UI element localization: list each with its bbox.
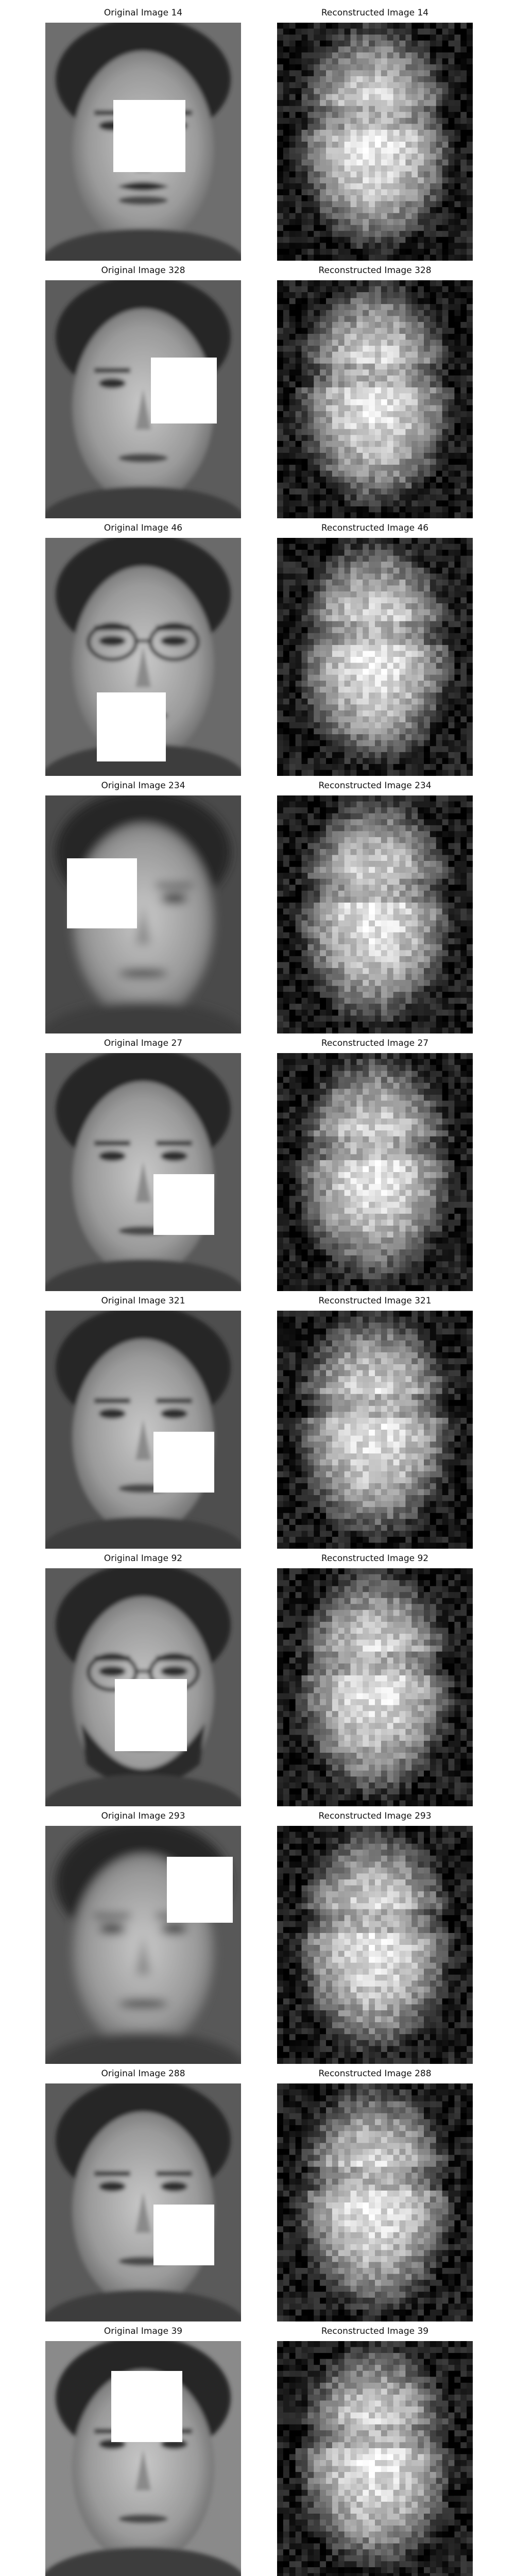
original-image-title: Original Image 92	[104, 1553, 183, 1564]
pixel-noise-grid	[277, 280, 473, 518]
original-face-image	[45, 795, 241, 1033]
reconstructed-face-image	[277, 23, 473, 261]
original-image-title: Original Image 293	[101, 1811, 185, 1821]
original-image-title: Original Image 328	[101, 265, 185, 276]
reconstructed-image-title: Reconstructed Image 46	[321, 523, 429, 533]
original-face-image	[45, 2083, 241, 2321]
original-image-title: Original Image 27	[104, 1038, 183, 1048]
reconstructed-face-image	[277, 280, 473, 518]
pixel-noise-grid	[277, 538, 473, 776]
occlusion-patch	[67, 858, 137, 928]
reconstructed-face-image	[277, 1053, 473, 1291]
original-image-panel: Original Image 92	[45, 1551, 241, 1806]
reconstructed-image-title: Reconstructed Image 234	[318, 781, 432, 791]
original-image-title: Original Image 234	[101, 781, 185, 791]
reconstructed-image-title: Reconstructed Image 14	[321, 8, 429, 18]
occlusion-patch	[111, 2371, 182, 2442]
original-face-image	[45, 2341, 241, 2576]
original-face-image	[45, 1568, 241, 1806]
original-face-image	[45, 280, 241, 518]
pixel-noise-grid	[277, 2083, 473, 2321]
original-image-title: Original Image 46	[104, 523, 183, 533]
original-image-panel: Original Image 288	[45, 2066, 241, 2321]
original-image-panel: Original Image 293	[45, 1808, 241, 2064]
original-face-image	[45, 23, 241, 261]
pixel-noise-grid	[277, 23, 473, 261]
reconstructed-face-image	[277, 795, 473, 1033]
reconstructed-face-image	[277, 2341, 473, 2576]
occlusion-patch	[153, 1432, 214, 1493]
reconstructed-image-title: Reconstructed Image 27	[321, 1038, 429, 1048]
pixel-noise-grid	[277, 1568, 473, 1806]
reconstructed-image-title: Reconstructed Image 321	[318, 1296, 432, 1306]
original-image-title: Original Image 288	[101, 2069, 185, 2079]
original-image-panel: Original Image 27	[45, 1036, 241, 1291]
occlusion-patch	[153, 2205, 214, 2265]
reconstructed-image-title: Reconstructed Image 288	[318, 2069, 432, 2079]
reconstructed-image-panel: Reconstructed Image 234	[277, 778, 473, 1033]
reconstructed-image-panel: Reconstructed Image 293	[277, 1808, 473, 2064]
reconstructed-image-panel: Reconstructed Image 46	[277, 520, 473, 776]
original-image-title: Original Image 14	[104, 8, 183, 18]
reconstructed-face-image	[277, 1568, 473, 1806]
original-image-title: Original Image 39	[104, 2326, 183, 2336]
face-drawing	[45, 1311, 241, 1549]
face-drawing	[45, 2083, 241, 2321]
occlusion-patch	[153, 1174, 214, 1235]
original-image-panel: Original Image 39	[45, 2324, 241, 2576]
reconstructed-face-image	[277, 1311, 473, 1549]
occlusion-patch	[97, 692, 166, 761]
original-image-panel: Original Image 321	[45, 1293, 241, 1549]
pixel-noise-grid	[277, 2341, 473, 2576]
reconstructed-image-panel: Reconstructed Image 321	[277, 1293, 473, 1549]
pixel-noise-grid	[277, 1826, 473, 2064]
original-face-image	[45, 538, 241, 776]
pixel-noise-grid	[277, 1311, 473, 1549]
original-image-panel: Original Image 46	[45, 520, 241, 776]
reconstructed-image-title: Reconstructed Image 293	[318, 1811, 432, 1821]
pixel-noise-grid	[277, 1053, 473, 1291]
reconstructed-image-panel: Reconstructed Image 27	[277, 1036, 473, 1291]
original-image-panel: Original Image 234	[45, 778, 241, 1033]
reconstructed-image-title: Reconstructed Image 39	[321, 2326, 429, 2336]
original-face-image	[45, 1053, 241, 1291]
original-image-title: Original Image 321	[101, 1296, 185, 1306]
reconstructed-image-title: Reconstructed Image 328	[318, 265, 432, 276]
original-face-image	[45, 1826, 241, 2064]
reconstructed-image-title: Reconstructed Image 92	[321, 1553, 429, 1564]
reconstructed-image-panel: Reconstructed Image 288	[277, 2066, 473, 2321]
reconstructed-image-panel: Reconstructed Image 328	[277, 263, 473, 518]
reconstructed-face-image	[277, 2083, 473, 2321]
occlusion-patch	[151, 358, 217, 423]
occlusion-patch	[113, 100, 185, 172]
reconstructed-face-image	[277, 1826, 473, 2064]
original-face-image	[45, 1311, 241, 1549]
original-image-panel: Original Image 14	[45, 5, 241, 261]
reconstructed-face-image	[277, 538, 473, 776]
reconstructed-image-panel: Reconstructed Image 14	[277, 5, 473, 261]
reconstructed-image-panel: Reconstructed Image 92	[277, 1551, 473, 1806]
reconstructed-image-panel: Reconstructed Image 39	[277, 2324, 473, 2576]
original-image-panel: Original Image 328	[45, 263, 241, 518]
occlusion-patch	[115, 1679, 187, 1751]
occlusion-patch	[167, 1857, 233, 1923]
pixel-noise-grid	[277, 795, 473, 1033]
